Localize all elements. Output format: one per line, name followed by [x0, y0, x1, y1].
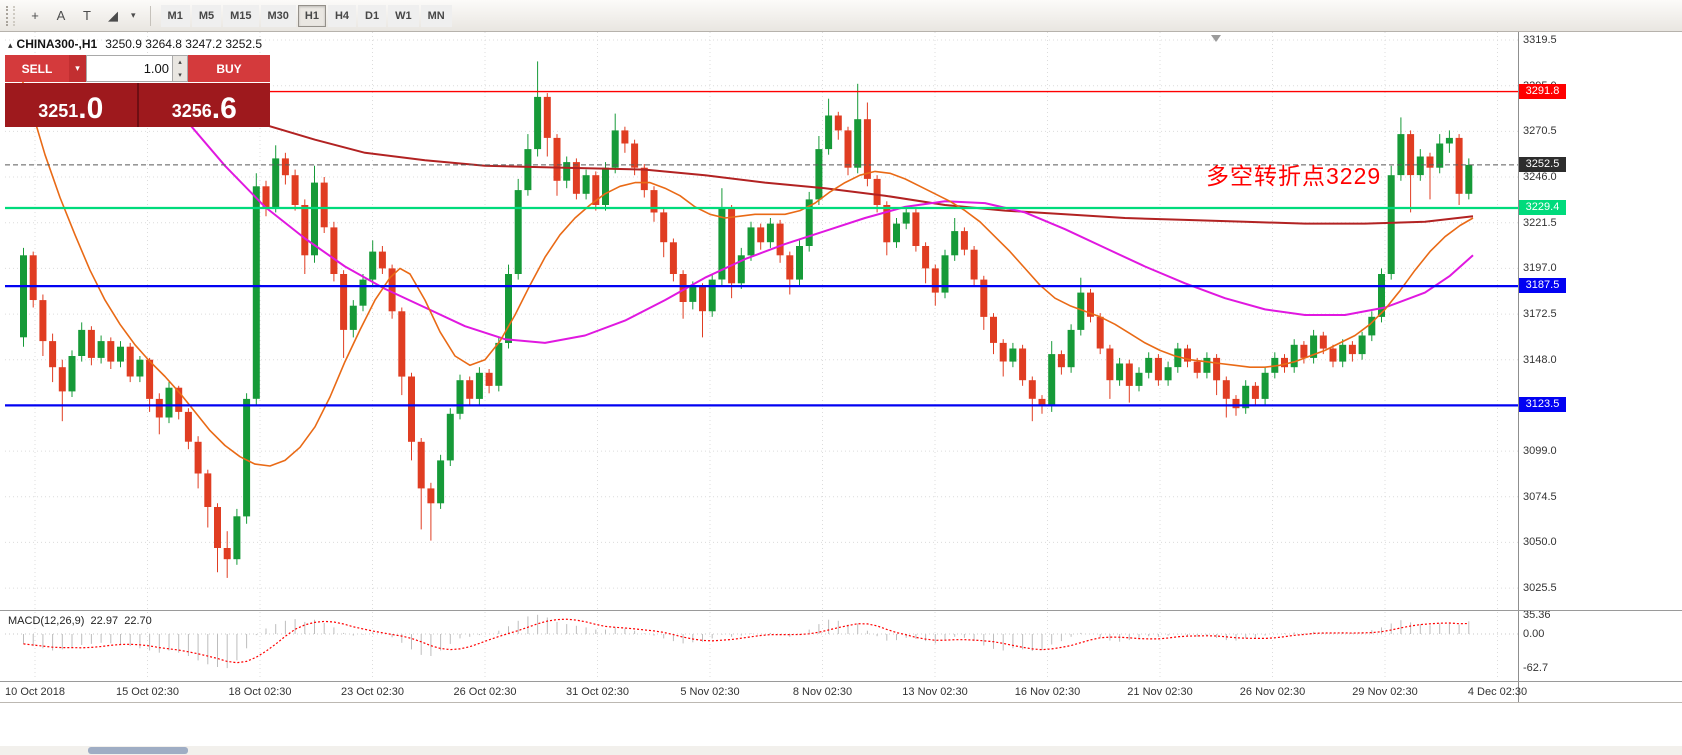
- drawing-tools-group: + A T ◢ ▾: [22, 5, 141, 27]
- sell-button[interactable]: SELL: [5, 55, 69, 82]
- macd-separator-bottom[interactable]: [0, 681, 1682, 682]
- date-tick-label: 15 Oct 02:30: [116, 686, 179, 698]
- horizontal-scrollbar[interactable]: [0, 746, 1682, 755]
- buy-price-frac: .6: [211, 92, 237, 125]
- price-tick-label: 3246.0: [1523, 171, 1557, 184]
- date-tick-label: 5 Nov 02:30: [680, 686, 740, 698]
- crosshair-tool-icon[interactable]: +: [23, 5, 47, 27]
- timeframe-m15[interactable]: M15: [223, 4, 259, 27]
- one-click-trading-panel: SELL ▾ ▴ ▾ BUY 3251.0 3256.6: [5, 55, 270, 127]
- level-price-badge: 3291.8: [1519, 83, 1566, 99]
- price-tick-label: 3148.0: [1523, 353, 1557, 366]
- price-tick-label: 3050.0: [1523, 536, 1557, 549]
- volume-down-button[interactable]: ▾: [172, 68, 187, 81]
- macd-scale-label: -62.7: [1523, 662, 1549, 675]
- timeframe-d1[interactable]: D1: [358, 4, 387, 27]
- timeframe-m30[interactable]: M30: [260, 4, 296, 27]
- volume-input[interactable]: [87, 56, 172, 81]
- price-tick-label: 3099.0: [1523, 445, 1557, 458]
- text-box-tool-icon[interactable]: T: [75, 5, 99, 27]
- volume-up-button[interactable]: ▴: [172, 56, 187, 69]
- timeframe-m5[interactable]: M5: [191, 4, 222, 27]
- level-price-badge: 3123.5: [1519, 397, 1566, 413]
- trade-panel-top-row: SELL ▾ ▴ ▾ BUY: [5, 55, 270, 82]
- date-tick-label: 16 Nov 02:30: [1014, 686, 1081, 698]
- level-price-badge: 3187.5: [1519, 278, 1566, 294]
- timeframe-h4[interactable]: H4: [327, 4, 357, 27]
- price-tick-label: 3074.5: [1523, 490, 1557, 503]
- collapse-triangle-icon[interactable]: ▴: [8, 40, 13, 50]
- date-tick-label: 13 Nov 02:30: [902, 686, 968, 698]
- symbol-label: CHINA300-,H1: [16, 37, 98, 51]
- text-label-tool-icon[interactable]: A: [49, 5, 73, 27]
- date-tick-label: 4 Dec 02:30: [1467, 686, 1528, 698]
- price-chart[interactable]: [5, 32, 1518, 610]
- macd-panel[interactable]: [5, 612, 1518, 680]
- date-tick-label: 23 Oct 02:30: [341, 686, 404, 698]
- price-axis-border: [1518, 32, 1519, 702]
- date-tick-label: 26 Nov 02:30: [1239, 686, 1306, 698]
- timeframe-group: M1 M5 M15 M30 H1 H4 D1 W1 MN: [160, 4, 453, 27]
- sell-price-display[interactable]: 3251.0: [5, 83, 137, 127]
- macd-separator-top[interactable]: [0, 610, 1682, 611]
- chart-title: ▴ CHINA300-,H1 3250.9 3264.8 3247.2 3252.5: [8, 37, 262, 51]
- price-tick-label: 3319.5: [1523, 34, 1557, 46]
- macd-title: MACD(12,26,9): [8, 615, 85, 627]
- chart-annotation-text[interactable]: 多空转折点3229: [1206, 163, 1382, 189]
- ohlc-readout: 3250.9 3264.8 3247.2 3252.5: [105, 37, 263, 51]
- volume-steppers: ▴ ▾: [172, 56, 187, 81]
- price-tick-label: 3197.0: [1523, 262, 1557, 275]
- shapes-dropdown-icon[interactable]: ▾: [127, 5, 140, 27]
- chart-shift-marker-icon[interactable]: [1211, 35, 1221, 42]
- date-tick-label: 8 Nov 02:30: [792, 686, 853, 698]
- date-tick-label: 26 Oct 02:30: [453, 686, 517, 698]
- timeframe-m1[interactable]: M1: [160, 4, 190, 27]
- trade-panel-price-row: 3251.0 3256.6: [5, 83, 270, 127]
- shapes-tool-icon[interactable]: ◢: [101, 5, 125, 27]
- timeframe-w1[interactable]: W1: [388, 4, 419, 27]
- date-tick-label: 29 Nov 02:30: [1352, 686, 1418, 698]
- date-axis-border: [0, 702, 1682, 703]
- toolbar: + A T ◢ ▾ M1 M5 M15 M30 H1 H4 D1 W1 MN: [0, 0, 1682, 32]
- price-tick-label: 3025.5: [1523, 582, 1557, 595]
- current-price-badge: 3252.5: [1519, 156, 1566, 172]
- volume-field: ▴ ▾: [86, 55, 188, 82]
- macd-label: MACD(12,26,9) 22.97 22.70: [8, 615, 152, 627]
- price-tick-label: 3270.5: [1523, 125, 1557, 138]
- toolbar-separator: [149, 5, 151, 26]
- price-tick-label: 3172.5: [1523, 308, 1557, 321]
- date-tick-label: 31 Oct 02:30: [566, 686, 629, 698]
- macd-scale-label: 0.00: [1523, 628, 1545, 640]
- macd-value-main: 22.97: [90, 615, 119, 627]
- macd-value-signal: 22.70: [124, 615, 152, 627]
- buy-button[interactable]: BUY: [188, 55, 270, 82]
- timeframe-h1[interactable]: H1: [297, 4, 326, 27]
- buy-price-main: 3256: [171, 101, 212, 121]
- date-tick-label: 21 Nov 02:30: [1127, 686, 1193, 698]
- sell-dropdown-caret-icon[interactable]: ▾: [69, 55, 86, 82]
- macd-scale-label: 35.36: [1523, 608, 1551, 621]
- sell-price-frac: .0: [78, 92, 104, 125]
- date-tick-label: 10 Oct 2018: [5, 686, 65, 698]
- price-tick-label: 3221.5: [1523, 216, 1557, 229]
- date-tick-label: 18 Oct 02:30: [228, 686, 292, 698]
- scrollbar-thumb[interactable]: [88, 747, 188, 754]
- toolbar-grip[interactable]: [6, 5, 15, 26]
- sell-price-main: 3251: [38, 101, 79, 121]
- buy-price-display[interactable]: 3256.6: [138, 83, 270, 127]
- timeframe-mn[interactable]: MN: [420, 4, 452, 27]
- level-price-badge: 3229.4: [1519, 199, 1566, 215]
